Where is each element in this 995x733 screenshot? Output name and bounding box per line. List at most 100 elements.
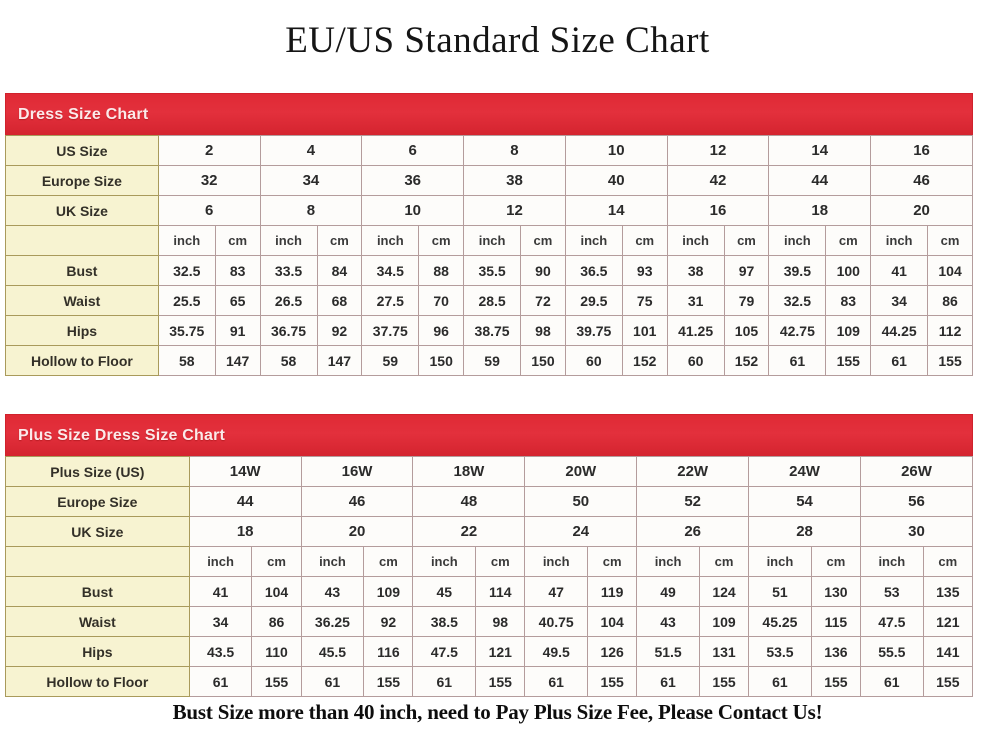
measure-value-cell: 86 — [927, 285, 973, 316]
measure-value-cell: 104 — [251, 576, 302, 607]
size-value-cell: 38 — [463, 165, 566, 196]
page-title: EU/US Standard Size Chart — [285, 20, 710, 61]
measure-value-cell: 25.5 — [157, 285, 216, 316]
size-value-cell: 48 — [412, 486, 526, 517]
row-label: US Size — [5, 135, 159, 166]
table-row-units: inch cm inch cm inch cm inch cm inch cm inch cm inch… — [5, 546, 974, 577]
measure-value-cell: 119 — [587, 576, 638, 607]
unit-cell: inch — [157, 225, 216, 256]
measure-value-cell: 98 — [475, 606, 526, 637]
measure-value-cell: 83 — [214, 255, 261, 286]
size-value-cell: 6 — [361, 135, 465, 166]
size-value-cell: 42 — [666, 165, 770, 196]
measure-value-cell: 61 — [636, 666, 700, 697]
size-value-cell: 26 — [636, 516, 750, 547]
unit-cell: cm — [520, 225, 566, 256]
unit-cell: inch — [870, 225, 929, 256]
row-label: Hips — [5, 636, 190, 667]
size-value-cell: 26W — [859, 456, 974, 487]
measure-value-cell: 68 — [316, 285, 363, 316]
measure-value-cell: 58 — [259, 345, 318, 376]
measure-value-cell: 51 — [748, 576, 812, 607]
measure-value-cell: 155 — [825, 345, 872, 376]
measure-value-cell: 37.75 — [361, 315, 420, 346]
dress-size-table: US Size 2 4 6 8 10 12 14 16 Europe Size 32 34 36 38 40… — [5, 135, 973, 376]
measure-value-cell: 83 — [825, 285, 872, 316]
measure-value-cell: 34 — [870, 285, 929, 316]
measure-value-cell: 100 — [825, 255, 872, 286]
measure-value-cell: 96 — [418, 315, 465, 346]
size-value-cell: 22 — [412, 516, 526, 547]
size-value-cell: 18W — [412, 456, 526, 487]
row-label: Waist — [5, 606, 190, 637]
plus-size-chart-banner: Plus Size Dress Size Chart — [5, 414, 973, 456]
unit-cell: inch — [859, 546, 924, 577]
row-label: Bust — [5, 255, 159, 286]
size-value-cell: 46 — [300, 486, 414, 517]
measure-value-cell: 26.5 — [259, 285, 318, 316]
measure-value-cell: 61 — [524, 666, 589, 697]
table-row-units: inch cm inch cm inch cm inch cm inch cm inch cm inch… — [5, 225, 973, 256]
unit-cell: cm — [418, 225, 465, 256]
measure-value-cell: 104 — [587, 606, 638, 637]
measure-value-cell: 124 — [698, 576, 750, 607]
measure-value-cell: 155 — [587, 666, 638, 697]
measure-value-cell: 45 — [412, 576, 477, 607]
measure-value-cell: 141 — [922, 636, 974, 667]
measure-value-cell: 35.75 — [157, 315, 216, 346]
size-value-cell: 34 — [259, 165, 363, 196]
measure-value-cell: 65 — [214, 285, 261, 316]
unit-cell: inch — [463, 225, 522, 256]
row-label: Waist — [5, 285, 159, 316]
measure-value-cell: 155 — [475, 666, 526, 697]
plus-size-table: Plus Size (US) 14W 16W 18W 20W 22W 24W 26W Europ… — [5, 456, 974, 697]
measure-value-cell: 61 — [748, 666, 812, 697]
measure-value-cell: 31 — [666, 285, 725, 316]
measure-value-cell: 29.5 — [564, 285, 623, 316]
measure-value-cell: 114 — [475, 576, 526, 607]
size-value-cell: 36 — [361, 165, 465, 196]
size-value-cell: 18 — [768, 195, 872, 226]
table-row: Hollow to Floor 61 155 61 155 61 155 61 155 61 155… — [5, 666, 974, 697]
measure-value-cell: 59 — [361, 345, 420, 376]
table-row: Waist 25.5 65 26.5 68 27.5 70 28.5 72 29.5 75 31 79 3… — [5, 285, 973, 316]
size-value-cell: 18 — [188, 516, 302, 547]
measure-value-cell: 121 — [475, 636, 526, 667]
measure-value-cell: 36.75 — [259, 315, 318, 346]
measure-value-cell: 38 — [666, 255, 725, 286]
measure-value-cell: 33.5 — [259, 255, 318, 286]
measure-value-cell: 110 — [251, 636, 302, 667]
measure-value-cell: 49 — [636, 576, 700, 607]
measure-value-cell: 115 — [810, 606, 861, 637]
unit-cell: cm — [587, 546, 638, 577]
measure-value-cell: 36.5 — [564, 255, 623, 286]
measure-value-cell: 47.5 — [859, 606, 924, 637]
size-value-cell: 14 — [564, 195, 668, 226]
unit-cell: cm — [316, 225, 363, 256]
measure-value-cell: 155 — [927, 345, 973, 376]
size-value-cell: 28 — [748, 516, 861, 547]
row-label: Plus Size (US) — [5, 456, 190, 487]
dress-size-chart-banner: Dress Size Chart — [5, 93, 973, 135]
measure-value-cell: 42.75 — [768, 315, 827, 346]
measure-value-cell: 86 — [251, 606, 302, 637]
unit-cell: cm — [251, 546, 302, 577]
row-label: Bust — [5, 576, 190, 607]
size-value-cell: 16 — [870, 135, 973, 166]
measure-value-cell: 126 — [587, 636, 638, 667]
table-row: Bust 41 104 43 109 45 114 47 119 49 124 51 130 53 135 — [5, 576, 974, 607]
measure-value-cell: 41.25 — [666, 315, 725, 346]
measure-value-cell: 98 — [520, 315, 566, 346]
size-value-cell: 12 — [463, 195, 566, 226]
measure-value-cell: 43.5 — [188, 636, 253, 667]
unit-cell: inch — [300, 546, 365, 577]
unit-cell: inch — [188, 546, 253, 577]
measure-value-cell: 53 — [859, 576, 924, 607]
size-value-cell: 44 — [188, 486, 302, 517]
unit-cell: cm — [723, 225, 770, 256]
measure-value-cell: 101 — [621, 315, 668, 346]
measure-value-cell: 41 — [870, 255, 929, 286]
size-value-cell: 44 — [768, 165, 872, 196]
unit-cell: inch — [524, 546, 589, 577]
measure-value-cell: 47 — [524, 576, 589, 607]
